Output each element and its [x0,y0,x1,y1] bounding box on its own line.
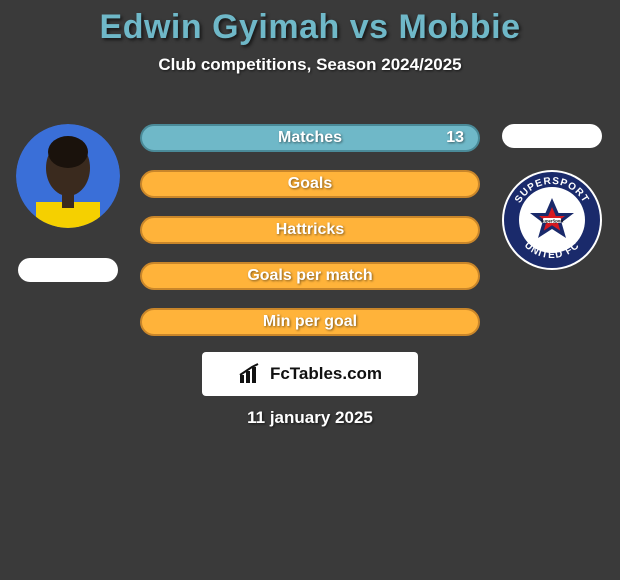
stat-bar-matches: Matches 13 [140,124,480,152]
comparison-title: Edwin Gyimah vs Mobbie [0,0,620,47]
player1-photo [16,124,120,228]
stat-bar-goals-per-match: Goals per match [140,262,480,290]
stat-label: Hattricks [276,221,344,239]
stat-bar-goals: Goals [140,170,480,198]
player2-club-pill [502,124,602,148]
snapshot-date: 11 january 2025 [0,408,620,428]
stat-value-right: 13 [446,129,464,147]
stat-bar-hattricks: Hattricks [140,216,480,244]
player2-club-badge: SUPERSPORT UNITED FC SuperSport [500,168,604,272]
player1-club-pill [18,258,118,282]
stat-label: Goals [288,175,332,193]
stat-label: Goals per match [247,267,372,285]
comparison-subtitle: Club competitions, Season 2024/2025 [0,55,620,75]
player1-photo-svg [16,124,120,228]
player2-column: SUPERSPORT UNITED FC SuperSport [492,124,612,272]
stat-bars: Matches 13 Goals Hattricks Goals per mat… [140,124,480,336]
player1-column [8,124,128,282]
bar-chart-icon [238,363,264,385]
stat-label: Min per goal [263,313,357,331]
player2-club-badge-svg: SUPERSPORT UNITED FC SuperSport [500,168,604,272]
watermark-box: FcTables.com [202,352,418,396]
svg-text:SuperSport: SuperSport [541,219,564,224]
stat-label: Matches [278,129,342,147]
stat-bar-min-per-goal: Min per goal [140,308,480,336]
watermark-text: FcTables.com [270,364,382,384]
